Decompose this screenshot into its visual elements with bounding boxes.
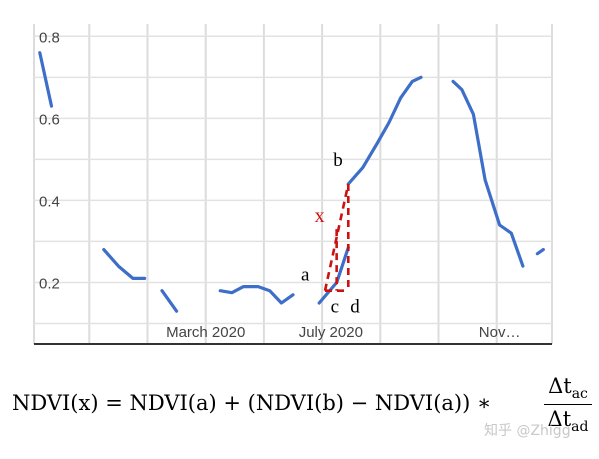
y-tick-label: 0.8	[39, 29, 60, 46]
series-line-segment	[102, 248, 147, 280]
interpolation-formula: NDVI(x) = NDVI(a) + (NDVI(b) − NDVI(a)) …	[12, 374, 592, 435]
series-line-segment	[317, 246, 350, 305]
axis-ticks: 0.8 0.6 0.4 0.2 March 2020 July 2020 Nov…	[39, 29, 520, 341]
ndvi-chart: a b c d x 0.8 0.6 0.4 0.2 March 2020 July 2020 Nov…	[33, 24, 553, 345]
point-label-b: b	[333, 150, 343, 171]
series-line-segment	[535, 248, 545, 256]
y-tick-label: 0.6	[39, 111, 60, 128]
ndvi-series	[38, 51, 545, 313]
point-label-d: d	[350, 297, 360, 318]
guide-line-ab	[323, 183, 350, 291]
x-tick-label: July 2020	[299, 324, 363, 341]
series-line-segment	[38, 51, 54, 108]
series-line-segment	[160, 289, 179, 313]
grid	[33, 24, 553, 344]
formula-numerator: Δtac	[544, 374, 592, 406]
point-label-c: c	[331, 297, 339, 318]
series-line-segment	[346, 75, 423, 186]
formula-denominator: Δtad	[547, 407, 589, 436]
y-tick-label: 0.4	[39, 193, 60, 210]
watermark: 知乎 @Zhigg	[484, 423, 571, 439]
x-tick-label: Nov…	[479, 324, 521, 341]
x-tick-label: March 2020	[166, 324, 245, 341]
series-line-segment	[218, 285, 295, 305]
interpolation-guide: a b c d x	[301, 150, 360, 318]
point-label-a: a	[301, 265, 310, 286]
y-tick-label: 0.2	[39, 275, 60, 292]
series-line-segment	[451, 79, 525, 268]
formula-expression: NDVI(x) = NDVI(a) + (NDVI(b) − NDVI(a)) …	[12, 391, 492, 415]
formula-fraction: Δtac Δtad	[544, 374, 592, 435]
point-label-x: x	[315, 205, 325, 227]
